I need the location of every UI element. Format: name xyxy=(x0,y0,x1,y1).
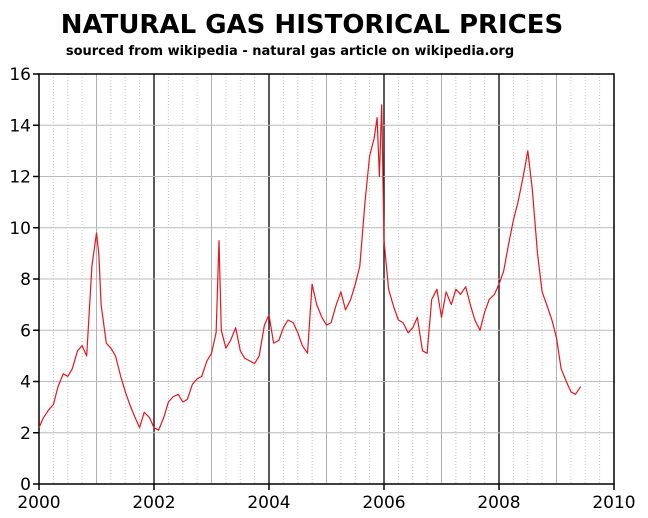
tick-labels: 2000 2002 2004 2006 2008 2010 0 2 4 6 8 10 12 14 16 xyxy=(9,65,635,513)
y-tick-label: 4 xyxy=(20,373,31,393)
x-tick-label: 2010 xyxy=(592,493,635,513)
grid xyxy=(39,74,614,484)
x-tick-label: 2004 xyxy=(247,493,290,513)
chart-title: NATURAL GAS HISTORICAL PRICES xyxy=(61,10,564,40)
y-tick-label: 6 xyxy=(20,321,31,341)
y-tick-label: 2 xyxy=(20,424,31,444)
x-tick-label: 2002 xyxy=(132,493,175,513)
x-tick-label: 2000 xyxy=(17,493,60,513)
series-line xyxy=(38,104,582,431)
chart-subtitle: sourced from wikipedia - natural gas art… xyxy=(66,44,514,59)
axes xyxy=(33,73,615,490)
x-tick-label: 2008 xyxy=(477,493,520,513)
y-tick-label: 12 xyxy=(9,168,31,188)
y-tick-label: 16 xyxy=(9,65,31,85)
y-tick-label: 14 xyxy=(9,116,31,136)
y-tick-label: 0 xyxy=(20,475,31,495)
y-tick-label: 10 xyxy=(9,219,31,239)
series-layer xyxy=(38,104,582,431)
x-tick-label: 2006 xyxy=(362,493,405,513)
y-tick-label: 8 xyxy=(20,270,31,290)
